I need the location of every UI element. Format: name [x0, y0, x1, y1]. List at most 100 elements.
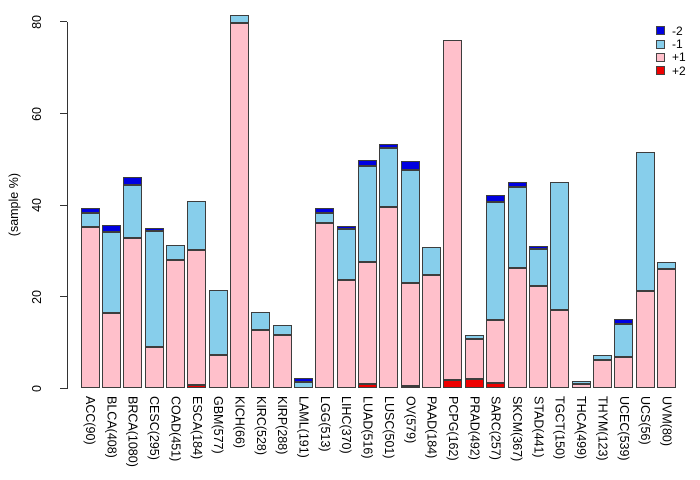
- x-label-coad: COAD(451): [168, 396, 183, 462]
- x-label-thym: THYM(123): [595, 396, 610, 461]
- x-label-thca: THCA(499): [574, 396, 589, 460]
- x-label-stad: STAD(441): [531, 396, 546, 458]
- bar-sarc-segment-plus2: [486, 383, 506, 389]
- bar-lusc-segment-minus2: [379, 144, 399, 148]
- bar-pcpg-segment-plus1: [443, 40, 463, 380]
- x-label-lusc: LUSC(501): [381, 396, 396, 459]
- bar-uvm-segment-minus1: [656, 262, 676, 270]
- bar-thym-segment-plus1: [592, 360, 612, 389]
- legend-item-plus2: +2: [656, 64, 686, 77]
- bar-lihc-segment-minus1: [336, 229, 356, 280]
- bar-kich-segment-plus1: [229, 23, 249, 389]
- y-tick-40: [60, 204, 67, 206]
- x-label-blca: BLCA(408): [104, 396, 119, 458]
- legend-item-plus1: +1: [656, 51, 686, 64]
- y-tick-80: [60, 21, 67, 23]
- bar-lusc-segment-minus1: [379, 147, 399, 208]
- bar-prad-segment-plus1: [464, 339, 484, 379]
- bar-kirc-segment-plus1: [251, 330, 271, 389]
- bar-uvm-segment-plus1: [656, 269, 676, 389]
- y-tick-label-60: 60: [28, 84, 46, 144]
- bar-brca-segment-plus1: [123, 238, 143, 389]
- legend-label-minus2: -2: [672, 23, 683, 38]
- x-label-kirc: KIRC(528): [253, 396, 268, 456]
- bar-lihc-segment-plus1: [336, 279, 356, 389]
- x-label-ucec: UCEC(539): [616, 396, 631, 461]
- bar-coad-segment-minus1: [165, 244, 185, 261]
- bar-ov-segment-plus1: [400, 282, 420, 387]
- bar-paad-segment-minus1: [422, 247, 442, 276]
- bar-brca-segment-minus2: [123, 176, 143, 185]
- bar-kich-segment-minus1: [229, 14, 249, 24]
- bar-ucs-segment-minus1: [635, 152, 655, 292]
- x-label-kirp: KIRP(288): [275, 396, 290, 455]
- y-tick-label-text: 40: [30, 198, 44, 213]
- bar-blca-segment-minus1: [101, 232, 121, 313]
- bar-cesc-segment-minus2: [144, 227, 164, 232]
- x-label-brca: BRCA(1080): [125, 396, 140, 467]
- bar-thca-segment-plus1: [571, 383, 591, 389]
- legend-item-minus2: -2: [656, 24, 686, 37]
- bar-coad-segment-plus1: [165, 260, 185, 389]
- y-tick-60: [60, 113, 67, 115]
- bar-acc-segment-plus1: [80, 226, 100, 389]
- bar-paad-segment-plus1: [422, 275, 442, 389]
- bar-lgg-segment-plus1: [315, 222, 335, 389]
- bar-gbm-segment-minus1: [208, 289, 228, 355]
- y-axis-title: (sample %): [5, 130, 23, 280]
- bar-ucec-segment-minus2: [614, 319, 634, 325]
- y-tick-label-text: 20: [30, 289, 44, 304]
- bar-luad-segment-plus2: [358, 384, 378, 389]
- bar-esca-segment-plus1: [187, 250, 207, 386]
- y-tick-label-0: 0: [28, 359, 46, 419]
- bar-sarc-segment-minus2: [486, 194, 506, 202]
- x-label-skcm: SKCM(367): [510, 396, 524, 462]
- x-label-uvm: UVM(80): [659, 396, 674, 447]
- bar-sarc-segment-minus1: [486, 201, 506, 321]
- legend-swatch-minus2: [656, 26, 665, 36]
- bar-ov-segment-minus1: [400, 169, 420, 283]
- legend-swatch-plus1: [656, 52, 665, 62]
- bar-ucec-segment-minus1: [614, 324, 634, 357]
- bar-cesc-segment-minus1: [144, 231, 164, 347]
- bar-skcm-segment-plus1: [507, 268, 527, 389]
- bar-esca-segment-minus1: [187, 200, 207, 251]
- y-axis-title-text: (sample %): [7, 173, 21, 237]
- bar-stad-segment-minus1: [528, 249, 548, 287]
- y-tick-20: [60, 296, 67, 298]
- bar-brca-segment-minus1: [123, 184, 143, 239]
- bar-ov-segment-plus2: [400, 386, 420, 389]
- x-label-pcpg: PCPG(162): [445, 396, 460, 461]
- x-label-tgct: TGCT(150): [552, 396, 567, 460]
- bar-kirp-segment-minus1: [272, 325, 292, 336]
- bar-blca-segment-minus2: [101, 225, 121, 233]
- legend-label-plus1: +1: [672, 50, 686, 65]
- y-tick-label-text: 80: [30, 14, 44, 29]
- y-tick-label-text: 0: [30, 385, 44, 392]
- bar-stad-segment-minus2: [528, 245, 548, 250]
- bar-ucs-segment-plus1: [635, 291, 655, 389]
- bar-laml-segment-minus2: [294, 378, 313, 382]
- bar-sarc-segment-plus1: [486, 320, 506, 383]
- x-label-luad: LUAD(516): [360, 396, 375, 459]
- legend-label-minus1: -1: [672, 37, 683, 52]
- legend-swatch-plus2: [656, 66, 665, 76]
- y-tick-label-20: 20: [28, 267, 46, 327]
- x-label-ucs: UCS(56): [638, 396, 653, 445]
- bar-kirp-segment-plus1: [272, 335, 292, 389]
- bar-luad-segment-minus1: [358, 165, 378, 262]
- bar-tgct-segment-minus1: [550, 181, 570, 310]
- bar-prad-segment-minus1: [464, 335, 484, 339]
- bar-gbm-segment-plus1: [208, 354, 228, 389]
- y-tick-label-80: 80: [28, 0, 46, 52]
- bar-blca-segment-plus1: [101, 312, 121, 389]
- bar-lihc-segment-minus2: [336, 225, 356, 229]
- x-label-lgg: LGG(513): [317, 396, 332, 452]
- y-axis-line: [67, 21, 68, 389]
- bar-luad-segment-minus2: [358, 159, 378, 166]
- bar-lgg-segment-minus2: [315, 207, 335, 213]
- x-label-cesc: CESC(295): [147, 396, 162, 460]
- bar-cesc-segment-plus1: [144, 346, 164, 389]
- x-label-sarc: SARC(257): [488, 396, 503, 460]
- legend-item-minus1: -1: [656, 37, 686, 50]
